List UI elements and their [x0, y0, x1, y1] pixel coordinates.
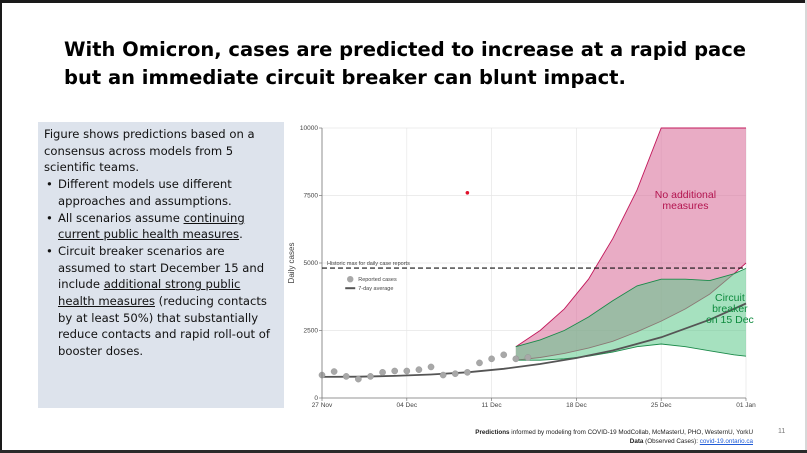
outlier-point — [465, 191, 470, 195]
reported-point — [415, 366, 423, 373]
x-tick-label: 18 Dec — [566, 402, 587, 409]
average-line — [321, 302, 747, 378]
slide-footer: Predictions informed by modeling from CO… — [475, 429, 753, 446]
ontario-data-link[interactable]: covid-19.ontario.ca — [699, 437, 753, 445]
reported-point — [476, 359, 483, 367]
no-measures-label: No additional measures — [655, 189, 716, 212]
circuit-breaker-label-line: Circuit — [715, 292, 745, 304]
footer-predictions-bold: Predictions — [475, 429, 510, 436]
reported-point — [488, 355, 495, 363]
no-measures-upper-line — [515, 127, 746, 348]
historic-max-label: Historic max for daily case reports — [327, 261, 410, 267]
x-tick-label: 25 Dec — [651, 402, 672, 409]
additional-measures-link: additional strong public health measures — [58, 277, 241, 309]
y-tick-label: 0 — [314, 395, 318, 402]
y-tick-label: 5000 — [304, 260, 319, 267]
footer-predictions-line: Predictions informed by modeling from CO… — [475, 429, 753, 438]
x-tick-label: 27 Nov — [312, 402, 333, 409]
slide-top-border — [0, 0, 807, 3]
y-tick-label: 7500 — [304, 193, 319, 200]
legend-reported-label: Reported cases — [358, 277, 397, 283]
circuit-breaker-band — [515, 268, 746, 361]
reported-point — [427, 363, 435, 371]
footer-data-line: Data (Observed Cases): covid-19.ontario.… — [475, 438, 753, 447]
axes: 27 Nov 04 Dec 11 Dec 18 Dec 25 Dec 01 Jan 0 250… — [300, 125, 756, 409]
footer-data-bold: Data — [629, 437, 644, 445]
slide-bottom-border — [0, 450, 807, 453]
cases-projection-chart: 27 Nov 04 Dec 11 Dec 18 Dec 25 Dec 01 Jan 0 250… — [287, 125, 756, 409]
description-bullets: Different models use different approache… — [44, 176, 278, 360]
x-tick-label: 04 Dec — [396, 402, 417, 409]
reported-point — [342, 373, 350, 380]
circuit-breaker-label: Circuit breaker on 15 Dec — [706, 292, 754, 326]
y-axis-title: Daily cases — [287, 243, 296, 284]
reported-point — [500, 351, 508, 359]
footer-predictions-text: informed by modeling from COVID-19 ModCo… — [509, 429, 753, 436]
legend-average-label: 7-day average — [358, 286, 393, 292]
slide-right-border — [805, 0, 807, 453]
bullet-circuit-breaker: Circuit breaker scenarios are assumed to… — [44, 243, 278, 360]
reported-point — [512, 355, 520, 363]
bullet-scenarios: All scenarios assume continuing current … — [44, 210, 278, 243]
reported-point — [403, 367, 411, 375]
reported-point — [451, 370, 459, 377]
reported-point — [391, 367, 398, 375]
circuit-breaker-lower-line — [515, 343, 747, 361]
slide-left-border — [0, 0, 2, 453]
y-tick-label: 10000 — [300, 125, 318, 132]
bullet-scenarios-post: . — [239, 227, 243, 242]
scenario-bands — [515, 127, 747, 361]
reported-point — [379, 369, 386, 376]
reported-point — [355, 375, 362, 383]
reported-point — [464, 369, 471, 376]
circuit-breaker-label-line: on 15 Dec — [706, 314, 754, 326]
reported-point — [439, 371, 447, 379]
continuing-measures-link: continuing current public health measure… — [58, 210, 245, 242]
footer-data-text: (Observed Cases): — [643, 437, 700, 445]
y-tick-label: 2500 — [304, 328, 319, 335]
bullet-circuit-pre: Circuit breaker scenarios are assumed to… — [58, 243, 265, 292]
slide-title-line-1: With Omicron, cases are predicted to inc… — [64, 38, 746, 61]
reported-point — [330, 368, 338, 375]
slide-title-line-2: but an immediate circuit breaker can blu… — [64, 66, 626, 89]
bullet-circuit-post: (reducing contacts by at least 50%) that… — [58, 294, 270, 359]
slide-title: With Omicron, cases are predicted to inc… — [64, 36, 784, 92]
no-measures-label-line: measures — [662, 200, 708, 212]
bullet-models-text: Different models use different approache… — [58, 177, 232, 208]
bullet-models: Different models use different approache… — [44, 176, 278, 209]
reported-point — [367, 373, 374, 380]
chart-legend: Reported cases 7-day average — [345, 276, 397, 292]
x-tick-label: 01 Jan — [736, 402, 756, 409]
bullet-scenarios-pre: All scenarios assume — [58, 210, 184, 225]
description-intro: Figure shows predictions based on a cons… — [44, 127, 255, 175]
page-number: 11 — [778, 428, 786, 435]
description-panel: Figure shows predictions based on a cons… — [38, 122, 284, 408]
circuit-breaker-label-line: breaker — [712, 303, 748, 315]
x-tick-label: 11 Dec — [482, 402, 503, 409]
legend-reported-marker — [347, 276, 354, 283]
reported-point — [524, 354, 532, 361]
circuit-breaker-upper-line — [515, 267, 747, 348]
no-measures-label-line: No additional — [655, 189, 716, 201]
